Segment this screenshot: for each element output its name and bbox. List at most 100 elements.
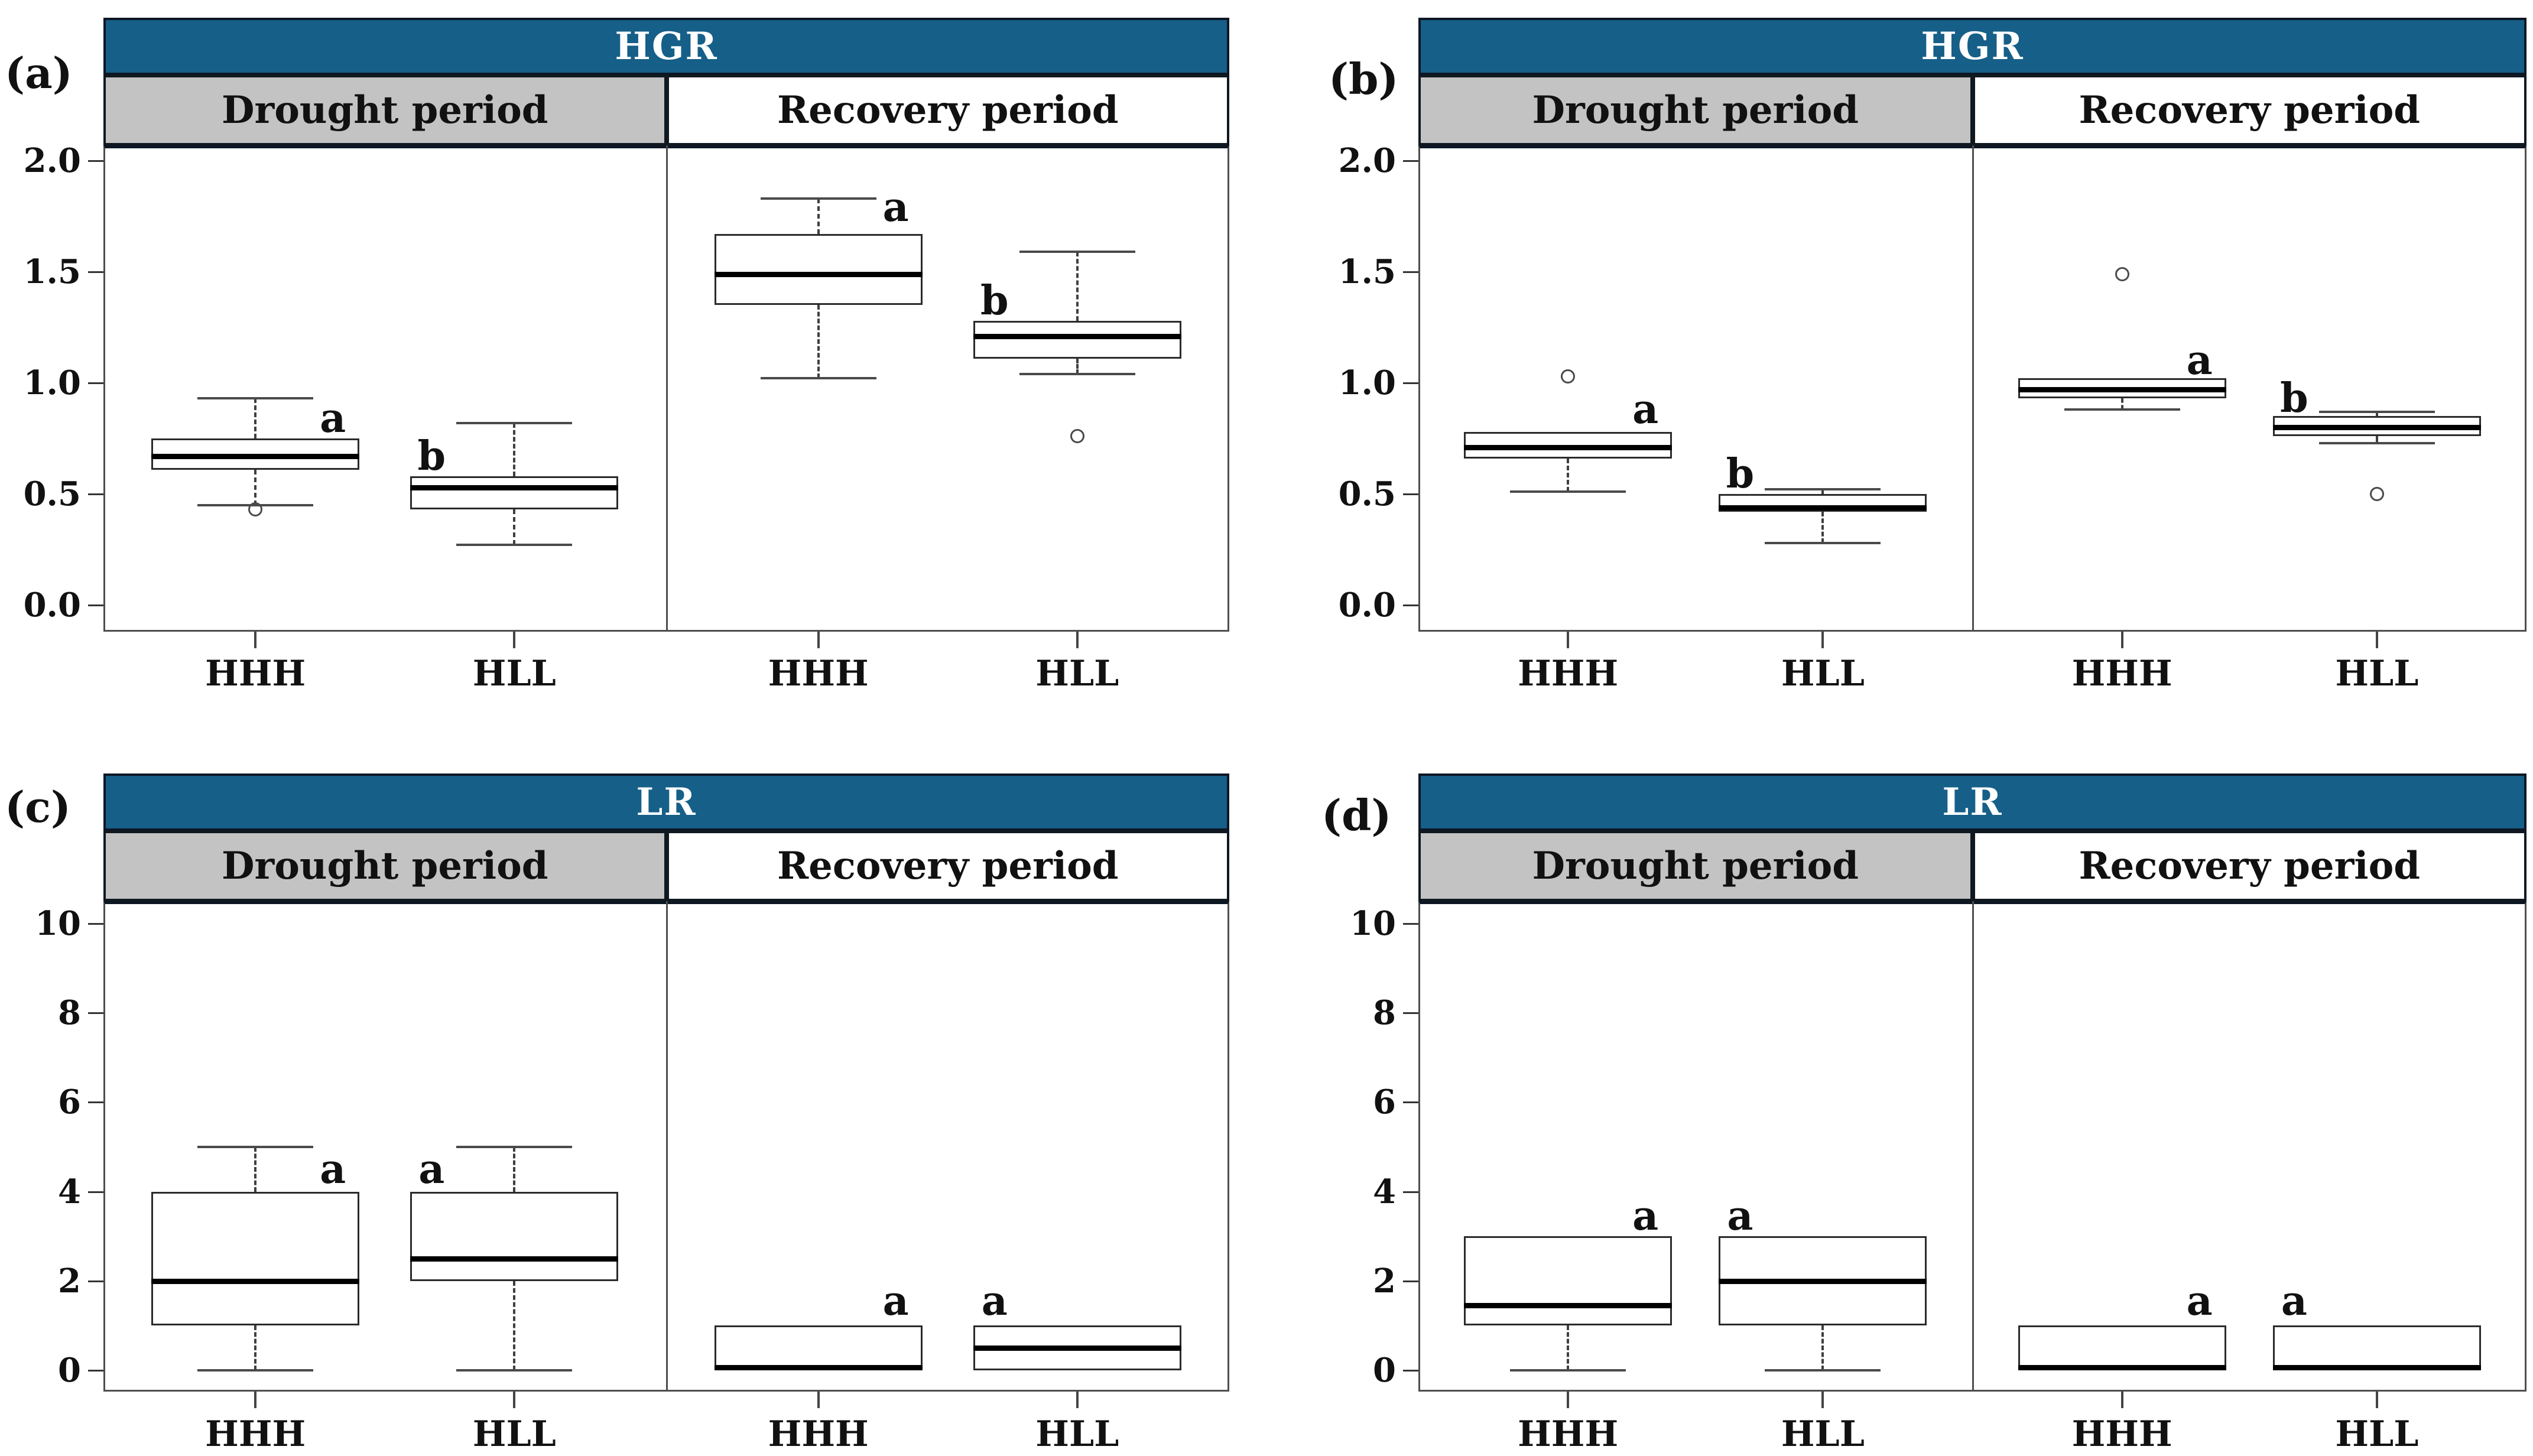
panel-a-recovery-HLL-median <box>973 334 1181 340</box>
panel-d-recovery-HHH-median <box>2018 1364 2226 1370</box>
panel-a-ytick-0: 0.0 <box>23 586 81 625</box>
panel-c-ytick-mark-1 <box>88 1280 103 1282</box>
panel-c-ytick-1: 2 <box>58 1261 81 1301</box>
panel-c-recovery-HHH-median <box>714 1364 923 1370</box>
panel-d-title: LR <box>1942 780 2003 824</box>
panel-d-drought-HHH-median <box>1464 1303 1673 1309</box>
panel-d-drought-HLL-xlabel: HLL <box>1781 1413 1865 1455</box>
panel-d-recovery-HLL-sig-letter: a <box>2281 1277 2307 1325</box>
panel-d-drought-HHH-cap-lower <box>1510 1369 1626 1372</box>
panel-b-ytick-mark-2 <box>1403 382 1418 384</box>
panel-c-drought-HHH-whisker-upper <box>254 1147 257 1192</box>
panel-b-recovery-HHH-outlier-0 <box>2115 266 2129 281</box>
panel-d-drought-HHH-xlabel: HHH <box>1518 1413 1619 1455</box>
panel-b-recovery-HLL-xtick-mark <box>2375 632 2378 648</box>
panel-c-drought-HHH-whisker-lower <box>254 1325 257 1370</box>
panel-a-label: (a) <box>5 48 73 98</box>
panel-b-recovery-HHH-median <box>2018 387 2226 393</box>
panel-a-recovery-HLL-xtick-mark <box>1076 632 1079 648</box>
panel-c-ytick-mark-0 <box>88 1370 103 1372</box>
panel-c-ytick-5: 10 <box>35 904 81 943</box>
panel-b-section-1-label: Recovery period <box>2079 88 2421 132</box>
panel-d-recovery-HHH-xlabel: HHH <box>2071 1413 2172 1455</box>
panel-d-drought-HHH-box <box>1464 1236 1673 1326</box>
panel-c-drought-header: Drought period <box>103 831 667 901</box>
panel-c-drought-HLL-cap-upper <box>456 1146 573 1148</box>
panel-b-drought-HHH-whisker-lower <box>1567 458 1570 492</box>
panel-a-drought-HLL-box <box>410 476 619 510</box>
panel-c-ytick-mark-5 <box>88 923 103 925</box>
panel-b-title-bar: HGR <box>1418 18 2526 75</box>
panel-c-drought-HLL-whisker-upper <box>513 1147 516 1192</box>
panel-d-label: (d) <box>1321 790 1392 840</box>
panel-a-drought-HHH-sig-letter: a <box>320 395 346 443</box>
panel-b-drought-HLL-cap-lower <box>1765 541 1881 544</box>
panel-a-drought-HHH-outlier-0 <box>248 502 263 517</box>
panel-c-drought-HHH-xtick-mark <box>254 1392 257 1408</box>
panel-b-recovery-header: Recovery period <box>1972 75 2526 145</box>
panel-b-ytick-1: 0.5 <box>1338 474 1396 514</box>
panel-b-ytick-0: 0.0 <box>1338 586 1396 625</box>
panel-c-drought-HLL-box <box>410 1191 619 1281</box>
panel-c-recovery-HHH-xlabel: HHH <box>768 1413 869 1455</box>
panel-a-drought-HHH-cap-upper <box>197 397 314 400</box>
panel-d-drought-HLL-sig-letter: a <box>1727 1192 1753 1240</box>
panel-a-drought-HHH-xlabel: HHH <box>205 653 306 694</box>
panel-c-recovery-HLL-median <box>973 1346 1181 1351</box>
panel-c-ytick-mark-4 <box>88 1012 103 1015</box>
panel-b-drought-HLL-median <box>1719 505 1927 511</box>
panel-d-drought-HHH-sig-letter: a <box>1632 1192 1659 1240</box>
panel-c-period-divider <box>665 901 668 1392</box>
panel-a-recovery-HHH-median <box>714 271 923 277</box>
panel-c-title: LR <box>636 780 697 824</box>
panel-d-drought-HLL-median <box>1719 1278 1927 1284</box>
panel-a-ytick-mark-3 <box>88 271 103 273</box>
panel-d-ytick-3: 6 <box>1373 1083 1396 1122</box>
panel-b-recovery-HLL-cap-lower <box>2318 441 2435 444</box>
panel-c-ytick-0: 0 <box>58 1351 81 1390</box>
panel-d-recovery-HLL-xtick-mark <box>2375 1392 2378 1408</box>
panel-c-drought-HHH-sig-letter: a <box>320 1145 346 1193</box>
panel-b-drought-HLL-cap-upper <box>1765 488 1881 491</box>
panel-a-recovery-HLL-outlier-0 <box>1070 429 1084 444</box>
panel-a-section-1-label: Recovery period <box>777 88 1119 132</box>
panel-c-label: (c) <box>5 782 71 832</box>
panel-a-recovery-HLL-box <box>973 320 1181 359</box>
panel-c-drought-HLL-xtick-mark <box>513 1392 516 1408</box>
panel-d-ytick-4: 8 <box>1373 993 1396 1033</box>
panel-a-drought-HHH-median <box>151 454 360 460</box>
panel-d-recovery-HHH-xtick-mark <box>2120 1392 2123 1408</box>
panel-b-recovery-HLL-median <box>2272 425 2481 431</box>
panel-a-drought-HLL-cap-upper <box>456 421 573 424</box>
panel-a-ytick-4: 2.0 <box>23 141 81 180</box>
panel-b-recovery-HHH-xtick-mark <box>2120 632 2123 648</box>
panel-c-section-0-label: Drought period <box>222 844 548 888</box>
panel-b-drought-HLL-whisker-lower <box>1821 512 1824 543</box>
panel-b-ytick-mark-3 <box>1403 271 1418 273</box>
panel-c-drought-HLL-sig-letter: a <box>418 1145 445 1193</box>
panel-c-drought-HHH-median <box>151 1278 360 1284</box>
panel-b-title: HGR <box>1921 24 2024 69</box>
panel-d-ytick-mark-5 <box>1403 923 1418 925</box>
panel-a-recovery-HLL-whisker-upper <box>1076 252 1079 321</box>
panel-d-ytick-mark-1 <box>1403 1280 1418 1282</box>
panel-a-recovery-HLL-cap-lower <box>1019 372 1135 375</box>
panel-b-drought-HHH-median <box>1464 445 1673 451</box>
panel-c-ytick-mark-2 <box>88 1191 103 1193</box>
panel-c-drought-HLL-whisker-lower <box>513 1280 516 1370</box>
panel-a-recovery-HHH-whisker-upper <box>817 198 820 235</box>
panel-a-title: HGR <box>615 24 718 69</box>
panel-a-drought-HLL-whisker-lower <box>513 509 516 545</box>
panel-b-drought-HLL-whisker-upper <box>1821 489 1824 494</box>
panel-c-drought-HLL-xlabel: HLL <box>472 1413 556 1455</box>
panel-b-recovery-HHH-whisker-lower <box>2120 398 2123 410</box>
panel-d-recovery-HLL-box <box>2272 1325 2481 1370</box>
panel-a-period-divider <box>665 145 668 632</box>
panel-b-drought-HLL-xlabel: HLL <box>1781 653 1865 694</box>
panel-c-drought-HLL-cap-lower <box>456 1369 573 1372</box>
panel-a-ytick-mark-0 <box>88 604 103 606</box>
panel-b-drought-header: Drought period <box>1418 75 1973 145</box>
panel-c-recovery-header: Recovery period <box>666 831 1229 901</box>
panel-b-drought-HLL-sig-letter: b <box>1726 450 1755 498</box>
